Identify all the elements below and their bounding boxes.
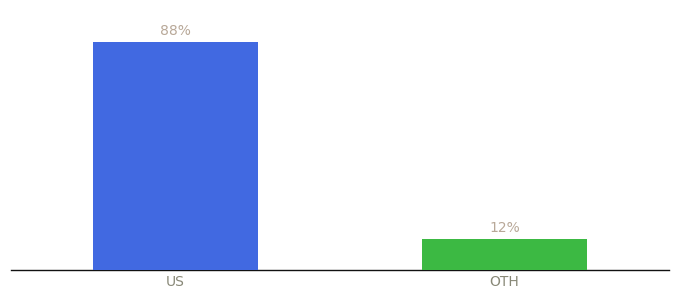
- Text: 88%: 88%: [160, 24, 191, 38]
- Bar: [422, 239, 587, 270]
- Bar: [93, 42, 258, 270]
- Text: 12%: 12%: [489, 221, 520, 235]
